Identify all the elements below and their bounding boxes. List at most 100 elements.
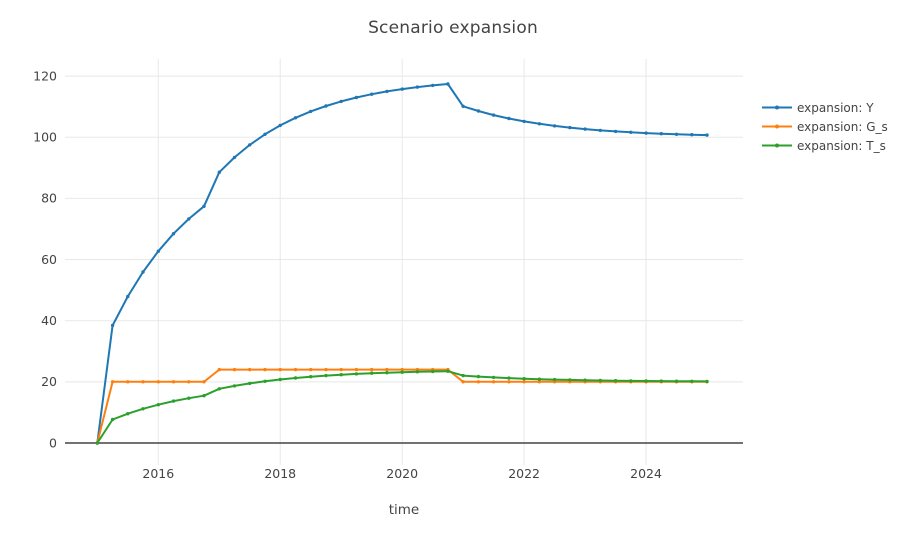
data-point-marker	[324, 373, 328, 378]
data-point-marker	[263, 379, 267, 383]
x-tick-label-2024: 2024	[630, 466, 662, 481]
data-point-marker	[537, 380, 542, 384]
data-point-marker	[110, 380, 115, 384]
data-point-marker	[187, 217, 191, 221]
data-point-marker	[202, 394, 206, 398]
data-point-marker	[461, 373, 465, 378]
legend-label: expansion: G_s	[797, 119, 888, 134]
data-point-marker	[644, 379, 648, 383]
data-point-marker	[446, 369, 450, 373]
data-point-marker	[537, 377, 542, 381]
data-point-marker	[156, 403, 160, 407]
data-point-marker	[461, 104, 465, 109]
data-point-marker	[110, 323, 115, 328]
data-point-marker	[705, 379, 709, 384]
legend-item-expansion-t-s[interactable]: expansion: T_s	[762, 136, 888, 155]
y-tick-label-0: 0	[49, 435, 57, 450]
legend-line-icon	[762, 105, 792, 110]
data-point-marker	[522, 380, 526, 384]
data-point-marker	[613, 379, 618, 383]
data-point-marker	[339, 373, 343, 377]
data-point-marker	[354, 367, 359, 372]
data-point-marker	[629, 379, 633, 383]
data-point-marker	[400, 367, 404, 372]
data-point-marker	[248, 381, 252, 386]
data-point-marker	[446, 82, 450, 86]
data-point-marker	[248, 143, 252, 147]
data-point-marker	[644, 131, 648, 135]
data-point-marker	[674, 132, 679, 136]
data-point-marker	[141, 270, 145, 274]
data-point-marker	[126, 412, 130, 416]
data-point-marker	[156, 249, 160, 253]
data-point-marker	[415, 85, 420, 89]
data-point-marker	[171, 380, 176, 384]
data-point-marker	[537, 122, 542, 126]
y-tick-label-20: 20	[41, 374, 57, 389]
legend-item-expansion-g-s[interactable]: expansion: G_s	[762, 117, 888, 136]
data-point-marker	[248, 367, 252, 372]
data-point-marker	[659, 379, 663, 383]
data-point-marker	[217, 387, 221, 391]
data-point-marker	[476, 109, 481, 113]
data-point-marker	[522, 377, 526, 381]
y-tick-label-60: 60	[41, 252, 57, 267]
data-point-marker	[324, 367, 328, 372]
data-point-marker	[278, 377, 282, 382]
data-point-marker	[385, 367, 389, 372]
data-point-marker	[324, 104, 328, 108]
data-point-marker	[674, 379, 679, 383]
data-point-marker	[507, 380, 511, 384]
series-expansion-y	[95, 82, 709, 445]
data-point-marker	[187, 380, 191, 384]
data-point-marker	[400, 370, 404, 374]
data-point-marker	[293, 376, 298, 380]
x-tick-label-2016: 2016	[142, 466, 174, 481]
data-point-marker	[476, 380, 481, 384]
data-point-marker	[263, 132, 267, 136]
x-tick-label-2020: 2020	[386, 466, 418, 481]
data-point-marker	[339, 99, 343, 104]
data-point-marker	[232, 367, 237, 372]
data-point-marker	[187, 396, 191, 400]
data-point-marker	[309, 109, 313, 114]
data-point-marker	[385, 89, 389, 94]
data-point-marker	[629, 130, 633, 134]
data-point-marker	[126, 380, 130, 384]
data-point-marker	[263, 367, 267, 372]
data-point-marker	[400, 87, 404, 91]
data-point-marker	[491, 375, 496, 380]
data-point-marker	[461, 380, 465, 384]
data-point-marker	[354, 95, 359, 100]
legend-line-icon	[762, 143, 792, 148]
legend-item-expansion-y[interactable]: expansion: Y	[762, 98, 888, 117]
y-tick-label-120: 120	[33, 68, 57, 83]
data-point-marker	[370, 92, 374, 96]
data-point-marker	[507, 116, 511, 121]
y-tick-label-100: 100	[33, 130, 57, 145]
data-point-marker	[507, 376, 511, 380]
y-tick-label-40: 40	[41, 313, 57, 328]
data-point-marker	[659, 132, 663, 136]
data-point-marker	[278, 123, 282, 128]
data-point-marker	[217, 170, 221, 174]
data-point-marker	[705, 133, 709, 137]
data-point-marker	[598, 128, 602, 133]
legend: expansion: Y expansion: G_s expansion: T…	[762, 98, 888, 155]
data-point-marker	[354, 372, 359, 376]
data-point-marker	[232, 155, 237, 160]
chart-title: Scenario expansion	[368, 18, 538, 38]
data-point-marker	[476, 374, 481, 379]
data-point-marker	[552, 124, 557, 128]
data-point-marker	[293, 367, 298, 372]
data-point-marker	[385, 371, 389, 375]
legend-label: expansion: T_s	[797, 138, 886, 153]
data-point-marker	[309, 375, 313, 379]
data-point-marker	[431, 369, 435, 374]
data-point-marker	[431, 83, 435, 88]
data-point-marker	[278, 367, 282, 372]
data-point-marker	[415, 370, 420, 374]
data-point-marker	[522, 119, 526, 124]
